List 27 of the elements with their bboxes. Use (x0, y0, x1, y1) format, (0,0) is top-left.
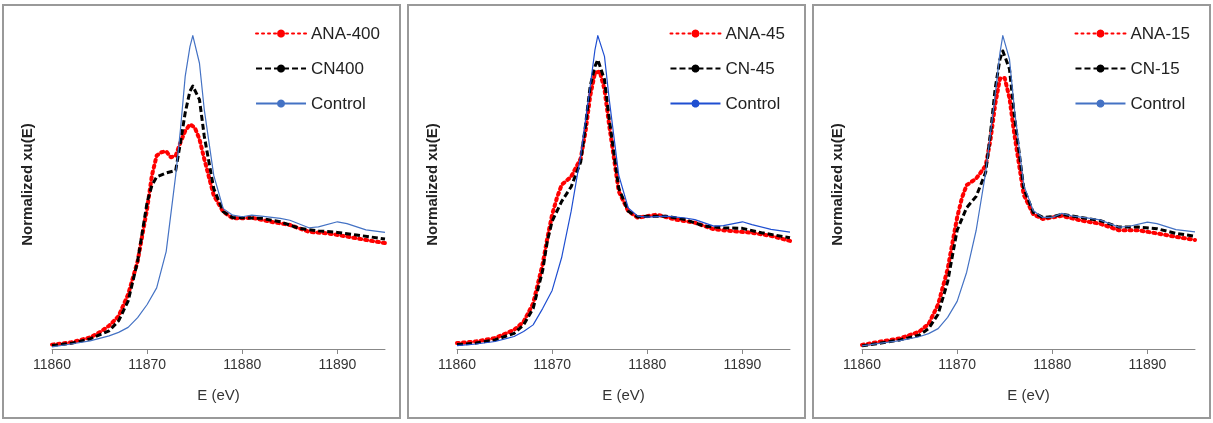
x-tick-label: 11880 (1033, 356, 1072, 372)
y-axis-title: Normalized xu(E) (828, 123, 845, 246)
x-axis-title: E (eV) (602, 386, 645, 403)
y-axis-title: Normalized xu(E) (423, 123, 440, 246)
legend-label: CN-45 (725, 59, 775, 78)
legend-label: CN-15 (1130, 59, 1180, 78)
x-tick-label: 11860 (843, 356, 882, 372)
x-tick-label: 11890 (723, 356, 762, 372)
legend-label: Control (725, 94, 781, 113)
legend-label: ANA-45 (725, 24, 786, 43)
x-tick-label: 11860 (33, 356, 72, 372)
legend-label: ANA-400 (311, 24, 380, 43)
x-tick-label: 11890 (1128, 356, 1167, 372)
legend-label: CN400 (311, 59, 364, 78)
x-tick-label: 11870 (938, 356, 977, 372)
x-tick-label: 11860 (438, 356, 477, 372)
x-axis-title: E (eV) (1007, 386, 1050, 403)
legend-label: ANA-15 (1130, 24, 1191, 43)
x-tick-label: 11880 (223, 356, 262, 372)
legend-label: Control (311, 94, 366, 113)
x-axis-title: E (eV) (197, 386, 240, 403)
x-tick-label: 11870 (533, 356, 572, 372)
y-axis-title: Normalized xu(E) (18, 123, 35, 246)
x-tick-label: 11890 (318, 356, 357, 372)
legend-label: Control (1130, 94, 1186, 113)
x-tick-label: 11870 (128, 356, 167, 372)
x-tick-label: 11880 (628, 356, 667, 372)
